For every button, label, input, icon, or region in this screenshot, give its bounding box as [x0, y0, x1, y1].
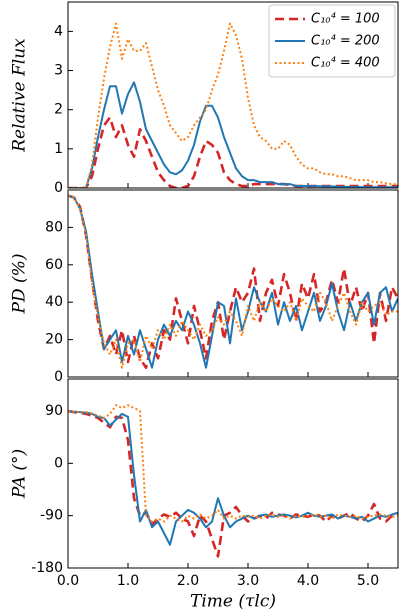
x-axis-label: Time (τlc)	[190, 592, 276, 612]
y-tick-label: -90	[40, 508, 63, 524]
y-axis-label: PD (%)	[10, 254, 30, 315]
axes-frame	[67, 189, 399, 378]
plot-area	[68, 404, 398, 558]
x-tick-label: 2.0	[177, 573, 199, 589]
data-line	[68, 116, 398, 188]
y-tick-label: 1	[54, 141, 63, 157]
x-tick-label: 0.0	[57, 573, 79, 589]
data-line	[68, 194, 398, 369]
legend-label: C₁₀⁴ = 100	[311, 12, 380, 27]
x-tick-label: 4.0	[297, 573, 319, 589]
data-line	[68, 409, 398, 558]
y-tick-label: 90	[45, 403, 63, 419]
y-axis-label: Relative Flux	[10, 38, 30, 153]
data-line	[68, 404, 398, 523]
data-line	[68, 409, 398, 546]
y-tick-label: 3	[54, 63, 63, 79]
data-line	[68, 194, 398, 369]
y-tick-label: 60	[45, 257, 63, 273]
y-tick-label: 80	[45, 219, 63, 235]
axes-frame	[67, 378, 399, 569]
plot-area	[68, 194, 398, 369]
plot-area	[68, 22, 398, 188]
y-tick-label: 0	[54, 369, 63, 385]
axes-frame	[67, 1, 399, 189]
data-line	[68, 194, 398, 369]
x-tick-label: 3.0	[237, 573, 259, 589]
y-tick-label: 20	[45, 332, 63, 348]
y-tick-label: 0	[54, 180, 63, 196]
legend-label: C₁₀⁴ = 400	[311, 56, 380, 71]
legend-box	[268, 4, 396, 78]
legend-label: C₁₀⁴ = 200	[311, 34, 380, 49]
x-tick-label: 5.0	[357, 573, 379, 589]
y-tick-label: 2	[54, 102, 63, 118]
y-tick-label: 0	[54, 455, 63, 471]
data-line	[68, 81, 398, 188]
y-tick-label: 40	[45, 294, 63, 310]
x-tick-label: 1.0	[117, 573, 139, 589]
y-axis-label: PA (°)	[10, 449, 30, 499]
y-tick-label: 4	[54, 23, 63, 39]
y-tick-label: -180	[31, 560, 63, 576]
